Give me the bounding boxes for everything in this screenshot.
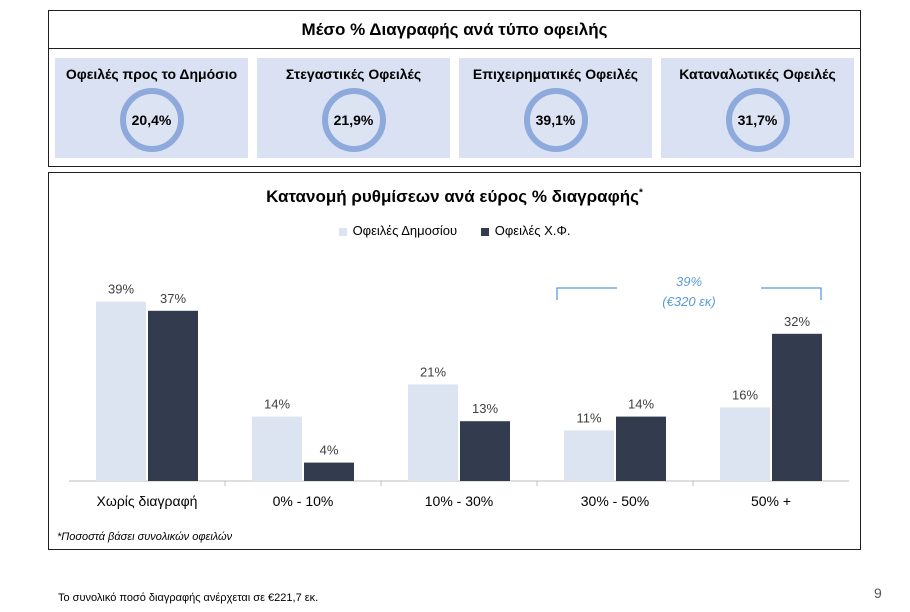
- ring-icon: 39,1%: [523, 88, 588, 152]
- annotation-line1: 39%: [676, 274, 702, 289]
- card-mortgage-debt: Στεγαστικές Οφειλές 21,9%: [257, 58, 450, 158]
- data-label: 37%: [160, 291, 186, 306]
- chart-legend: Οφειλές Δημοσίου Οφειλές Χ.Φ.: [49, 223, 860, 238]
- data-label: 21%: [420, 364, 446, 379]
- bar: [252, 416, 302, 481]
- chart-panel: 39% 37% Χωρίς διαγραφή 14% 4% 0% - 10% 21% 13% 1…: [48, 172, 861, 550]
- data-label: 14%: [628, 397, 654, 412]
- chart-footnote: *Ποσοστά βάσει συνολικών οφειλών: [57, 531, 233, 543]
- data-label: 11%: [576, 410, 601, 425]
- card-value: 31,7%: [737, 112, 778, 128]
- bar: [408, 384, 458, 481]
- legend-item-private: Οφειλές Χ.Φ.: [480, 223, 571, 238]
- ring-icon: 20,4%: [119, 88, 184, 152]
- annotation-bracket-left: [556, 287, 617, 300]
- data-label: 4%: [320, 443, 339, 458]
- ring-icon: 31,7%: [725, 88, 790, 152]
- chart-title-marker: *: [638, 187, 643, 199]
- bar: [460, 421, 510, 481]
- bar: [564, 430, 614, 481]
- card-public-debt: Οφειλές προς το Δημόσιο 20,4%: [55, 58, 248, 158]
- bar: [148, 310, 198, 481]
- card-business-debt: Επιχειρηματικές Οφειλές 39,1%: [459, 58, 652, 158]
- legend-swatch: [338, 227, 347, 236]
- footer-note: Το συνολικό ποσό διαγραφής ανέρχεται σε …: [58, 592, 319, 604]
- card-value: 21,9%: [333, 112, 374, 128]
- card-label: Στεγαστικές Οφειλές: [285, 66, 422, 82]
- chart-title: Κατανομή ρυθμίσεων ανά εύρος % διαγραφής…: [49, 187, 860, 207]
- x-tick-label: Χωρίς διαγραφή: [97, 493, 198, 509]
- x-tick-label: 30% - 50%: [581, 493, 649, 509]
- card-label: Επιχειρηματικές Οφειλές: [472, 66, 639, 82]
- bar-chart: 39% 37% Χωρίς διαγραφή 14% 4% 0% - 10% 21% 13% 1…: [69, 274, 849, 509]
- card-consumer-debt: Καταναλωτικές Οφειλές 31,7%: [661, 58, 854, 158]
- legend-item-public: Οφειλές Δημοσίου: [338, 223, 458, 238]
- bar: [720, 407, 770, 481]
- legend-label: Οφειλές Δημοσίου: [352, 223, 458, 238]
- x-tick-label: 0% - 10%: [273, 493, 334, 509]
- data-label: 32%: [784, 314, 810, 329]
- bar: [304, 462, 354, 481]
- x-tick-label: 10% - 30%: [425, 493, 493, 509]
- data-label: 16%: [732, 387, 758, 402]
- x-tick-label: 50% +: [751, 493, 791, 509]
- chart-title-text: Κατανομή ρυθμίσεων ανά εύρος % διαγραφής: [266, 187, 639, 206]
- annotation-bracket-right: [761, 287, 822, 300]
- data-label: 13%: [472, 401, 498, 416]
- card-value: 20,4%: [131, 112, 172, 128]
- legend-swatch: [480, 227, 489, 236]
- summary-panel: Μέσο % Διαγραφής ανά τύπο οφειλής Οφειλέ…: [48, 10, 861, 167]
- card-label: Καταναλωτικές Οφειλές: [679, 66, 836, 82]
- data-label: 39%: [108, 282, 134, 297]
- card-label: Οφειλές προς το Δημόσιο: [65, 66, 238, 82]
- ring-icon: 21,9%: [321, 88, 386, 152]
- card-value: 39,1%: [535, 112, 576, 128]
- annotation-line2: (€320 εκ): [662, 294, 715, 309]
- bar: [96, 301, 146, 481]
- page-number: 9: [874, 585, 882, 601]
- bar: [772, 333, 822, 481]
- legend-label: Οφειλές Χ.Φ.: [494, 223, 571, 238]
- data-label: 14%: [264, 397, 290, 412]
- bar: [616, 416, 666, 481]
- summary-title: Μέσο % Διαγραφής ανά τύπο οφειλής: [49, 11, 860, 49]
